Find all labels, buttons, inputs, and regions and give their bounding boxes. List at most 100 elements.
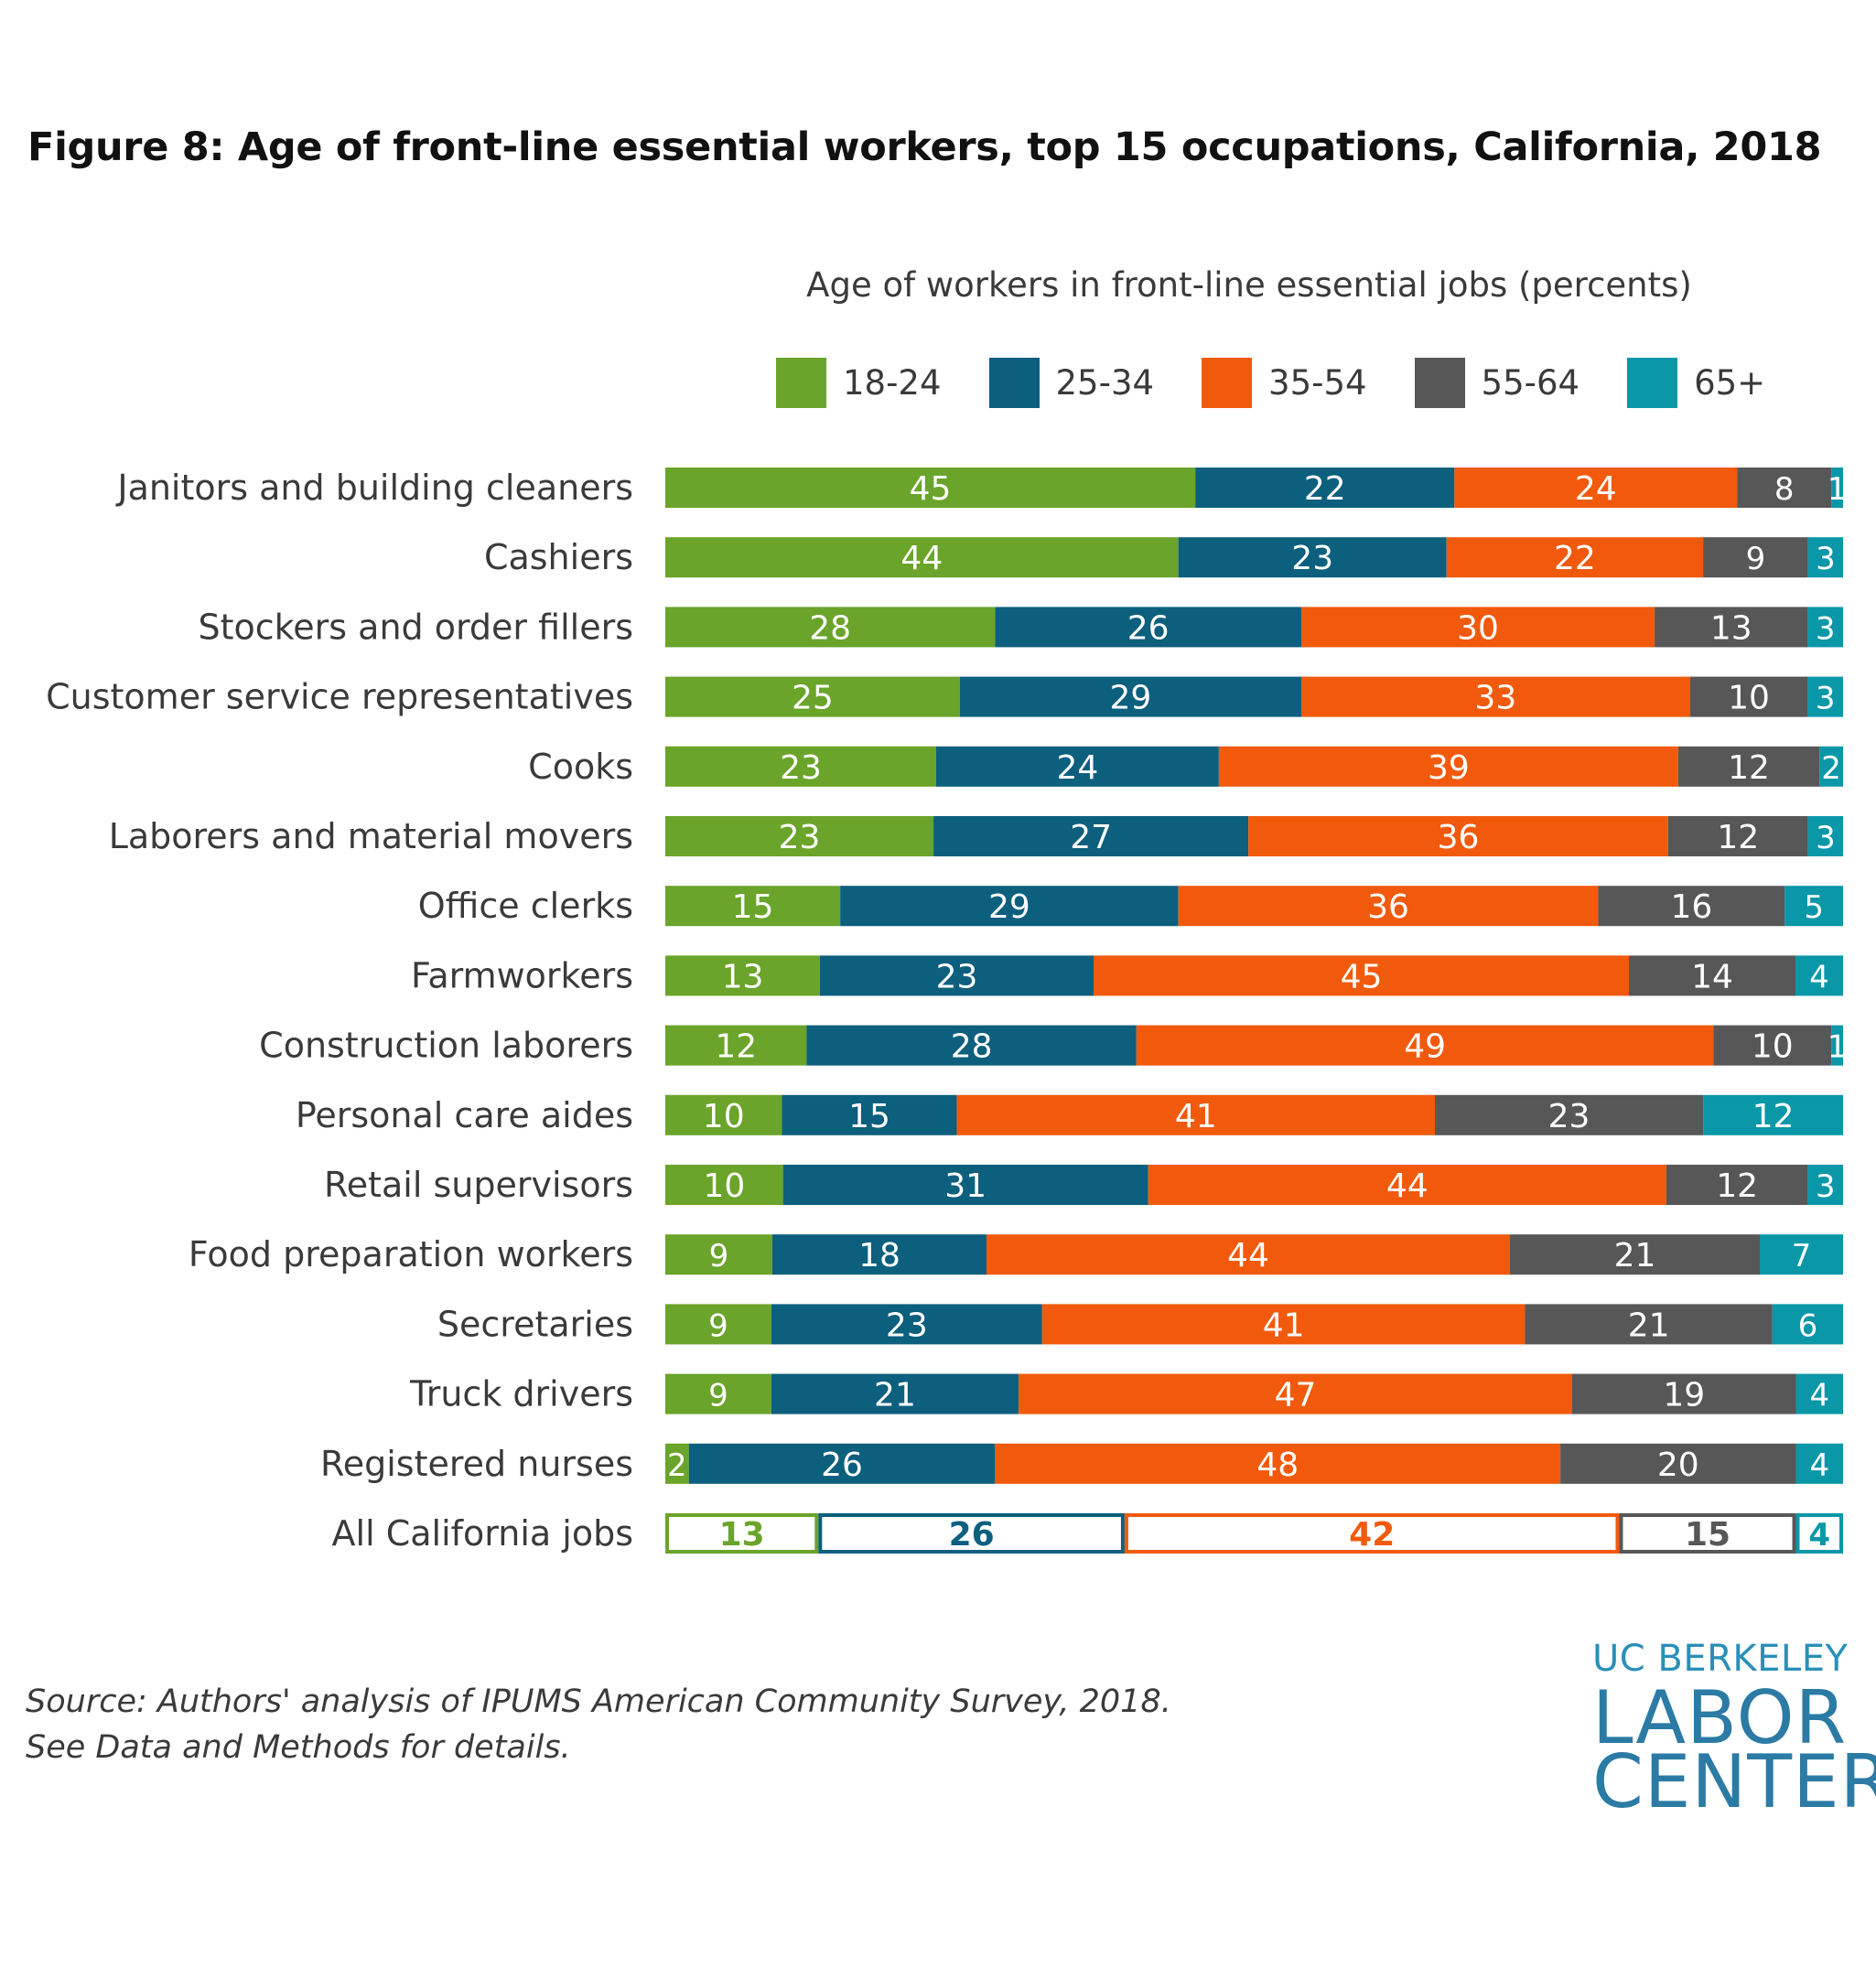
- data-label: 13: [722, 958, 764, 995]
- bar-segment: [936, 746, 1219, 787]
- bar-segment: [840, 886, 1179, 927]
- legend-item-65+: 65+: [1627, 357, 1765, 408]
- data-label: 26: [1127, 609, 1170, 647]
- source-line-2: See Data and Methods for details.: [26, 1729, 571, 1766]
- data-label: 9: [708, 1378, 728, 1414]
- category-label: Customer service representatives: [46, 677, 633, 717]
- data-label: 3: [1816, 610, 1836, 647]
- data-label: 22: [1304, 470, 1346, 508]
- data-label: 21: [874, 1377, 916, 1414]
- category-label: Stockers and order fillers: [198, 607, 633, 647]
- data-label: 21: [1614, 1237, 1656, 1274]
- bar-segment: [1795, 1373, 1843, 1414]
- legend-label: 25-34: [1055, 362, 1155, 403]
- legend-swatch: [1202, 357, 1253, 408]
- data-label: 16: [1670, 888, 1712, 926]
- bar-segment: [1831, 1025, 1843, 1066]
- category-label: All California jobs: [332, 1513, 633, 1554]
- category-label: Cashiers: [484, 537, 633, 577]
- bar-segment: [1703, 1094, 1843, 1135]
- bar-segment: [665, 1025, 807, 1066]
- data-label: 4: [1809, 1378, 1829, 1414]
- bar-segment: [1819, 746, 1843, 787]
- data-label: 45: [1341, 958, 1383, 995]
- data-label: 28: [809, 609, 851, 647]
- data-label: 12: [1716, 1167, 1758, 1205]
- bar-segment: [956, 1094, 1436, 1135]
- data-label: 31: [944, 1167, 987, 1205]
- data-label: 12: [1728, 749, 1770, 787]
- data-label: 13: [1710, 609, 1752, 647]
- bar-segment: [1560, 1443, 1796, 1484]
- data-label: 28: [951, 1028, 993, 1066]
- bar-segment: [665, 1373, 771, 1414]
- bar-segment: [665, 816, 934, 856]
- bar-segment: [1807, 607, 1843, 648]
- data-label: 4: [1808, 1517, 1830, 1554]
- data-label: 23: [936, 958, 978, 995]
- logo-line-2: LABOR: [1592, 1675, 1848, 1760]
- labor-center-logo: UC BERKELEY LABOR CENTER: [1565, 1638, 1876, 1830]
- data-label: 9: [708, 1307, 728, 1344]
- data-label: 39: [1428, 749, 1470, 787]
- stacked-bar-chart: Janitors and building cleaners 45 22 24 8 1Ca…: [46, 468, 1848, 1554]
- legend-swatch: [988, 357, 1040, 408]
- data-label: 2: [667, 1447, 687, 1484]
- bar-segment: [665, 746, 937, 787]
- data-label: 23: [780, 749, 822, 787]
- data-label: 4: [1809, 1447, 1829, 1484]
- data-label: 36: [1438, 819, 1480, 856]
- bar-segment: [1807, 816, 1843, 856]
- bar-segment: [1136, 1025, 1714, 1066]
- data-label: 14: [1691, 958, 1733, 995]
- bar-segment: [1435, 1094, 1704, 1135]
- data-label: 8: [1774, 471, 1795, 508]
- bar-segment: [782, 1094, 957, 1135]
- data-label: 26: [949, 1516, 995, 1554]
- bar-segment: [1784, 886, 1843, 927]
- bar-segment: [688, 1443, 996, 1484]
- category-label: Food preparation workers: [189, 1234, 633, 1274]
- bar-segment: [1300, 676, 1690, 717]
- data-label: 4: [1809, 959, 1829, 995]
- bar-segment: [665, 537, 1179, 578]
- bar-segment: [995, 1443, 1561, 1484]
- bar-segment: [1218, 746, 1678, 787]
- bar-segment: [772, 1234, 987, 1275]
- data-label: 21: [1628, 1307, 1670, 1344]
- bar-segment: [1772, 1304, 1843, 1345]
- bar-segment: [1510, 1234, 1760, 1275]
- data-label: 19: [1663, 1377, 1705, 1414]
- category-label: Farmworkers: [411, 955, 633, 995]
- bar-segment: [1525, 1304, 1773, 1345]
- data-label: 1: [1827, 1029, 1848, 1066]
- bar-segment: [665, 1304, 771, 1345]
- data-label: 25: [792, 680, 834, 717]
- data-label: 33: [1474, 680, 1516, 717]
- data-label: 23: [886, 1307, 928, 1344]
- bar-segment: [1300, 607, 1655, 648]
- bar-segment: [665, 676, 960, 717]
- legend-item-18-24: 18-24: [776, 357, 942, 408]
- category-label: Secretaries: [437, 1304, 633, 1344]
- data-label: 15: [848, 1098, 890, 1135]
- bar-segment: [782, 1165, 1148, 1205]
- data-label: 5: [1804, 889, 1824, 926]
- data-label: 44: [1227, 1237, 1269, 1274]
- bar-segment: [933, 816, 1249, 856]
- bar-segment: [1795, 1513, 1844, 1554]
- chart-title: Figure 8: Age of front-line essential wo…: [27, 124, 1822, 170]
- category-label: Construction laborers: [259, 1026, 633, 1066]
- bar-segment: [1831, 468, 1843, 508]
- data-label: 3: [1816, 681, 1836, 717]
- data-label: 45: [910, 470, 952, 508]
- data-label: 49: [1404, 1028, 1446, 1066]
- data-label: 36: [1367, 888, 1409, 926]
- data-label: 24: [1575, 470, 1617, 508]
- category-label: Personal care aides: [296, 1095, 633, 1135]
- bar-segment: [1655, 607, 1808, 648]
- bar-segment: [1795, 1443, 1843, 1484]
- data-label: 24: [1057, 749, 1099, 787]
- data-label: 10: [1752, 1028, 1794, 1066]
- bar-segment: [1760, 1234, 1843, 1275]
